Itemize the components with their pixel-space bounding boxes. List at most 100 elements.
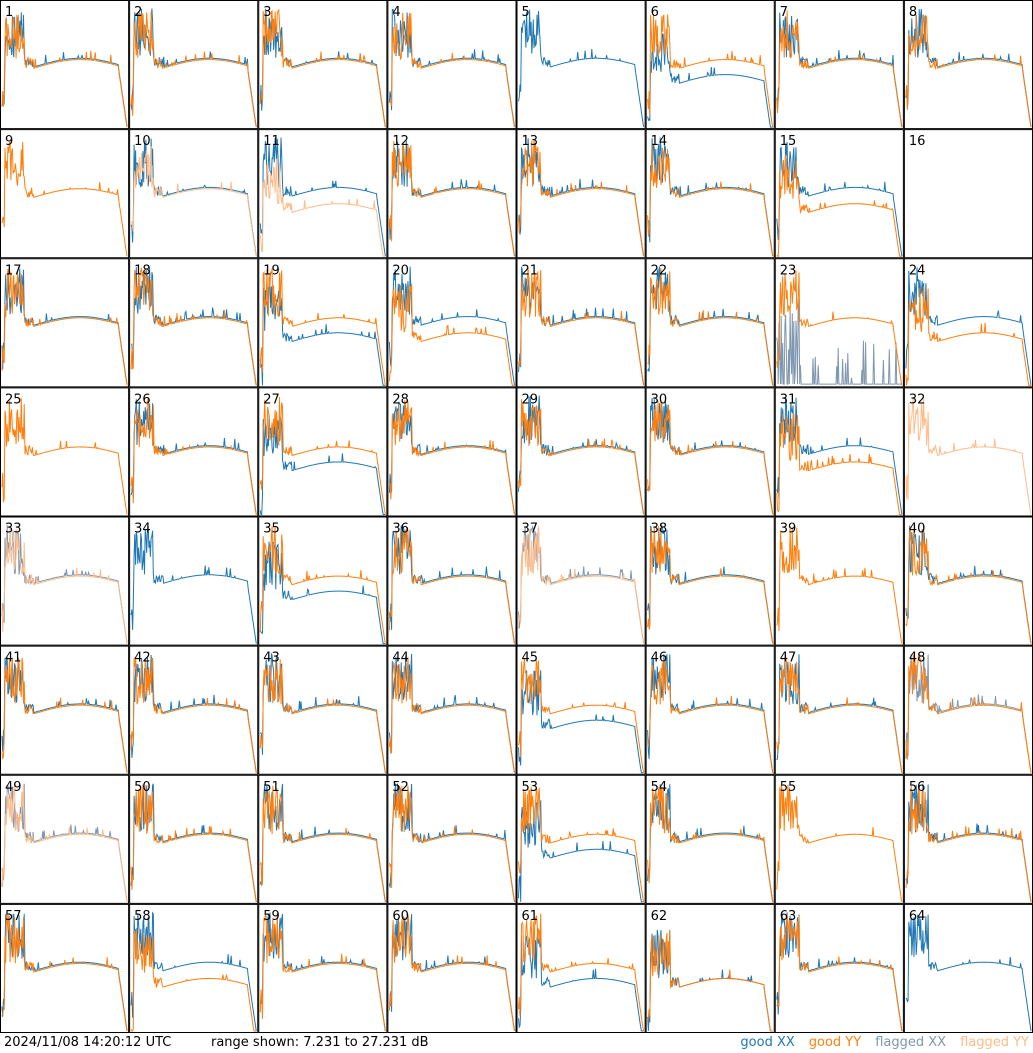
panel-frame bbox=[903, 645, 1033, 775]
panel-frame bbox=[387, 258, 517, 388]
panel-number: 13 bbox=[522, 134, 539, 149]
legend-good-xx: good XX bbox=[740, 1035, 795, 1050]
yy-series-line bbox=[1, 914, 128, 1032]
panel-33: 33 bbox=[0, 516, 130, 646]
panel-2: 2 bbox=[129, 0, 259, 130]
panel-number: 48 bbox=[909, 651, 926, 666]
panel-41: 41 bbox=[0, 645, 130, 775]
xx-series-line bbox=[518, 395, 645, 515]
panel-number: 20 bbox=[392, 263, 409, 278]
panel-frame bbox=[903, 258, 1033, 388]
panel-number: 14 bbox=[651, 134, 668, 149]
panel-12: 12 bbox=[387, 129, 517, 259]
panel-number: 64 bbox=[909, 909, 926, 924]
yy-series-line bbox=[1, 268, 128, 386]
panel-number: 26 bbox=[134, 392, 151, 407]
yy-series-line bbox=[388, 399, 515, 515]
panel-number: 33 bbox=[5, 522, 22, 537]
panel-number: 7 bbox=[780, 5, 788, 20]
panel-number: 60 bbox=[392, 909, 409, 924]
panel-37: 37 bbox=[516, 516, 646, 646]
panel-30: 30 bbox=[645, 387, 775, 517]
xx-series-line bbox=[388, 266, 515, 386]
xx-series-line bbox=[130, 526, 257, 644]
panel-number: 34 bbox=[134, 522, 151, 537]
panel-number: 42 bbox=[134, 651, 151, 666]
panel-47: 47 bbox=[774, 645, 904, 775]
xx-series-line bbox=[259, 137, 386, 257]
xx-series-line bbox=[388, 914, 515, 1032]
panel-number: 58 bbox=[134, 909, 151, 924]
yy-series-line bbox=[776, 527, 903, 644]
panel-number: 40 bbox=[909, 522, 926, 537]
xx-series-line bbox=[905, 653, 1032, 773]
xx-series-line bbox=[1, 525, 128, 644]
panel-frame bbox=[903, 774, 1033, 904]
legend-flagged-xx: flagged XX bbox=[875, 1035, 947, 1050]
panel-frame bbox=[387, 516, 517, 646]
panel-7: 7 bbox=[774, 0, 904, 130]
panel-frame bbox=[129, 903, 259, 1033]
panel-frame bbox=[387, 387, 517, 517]
footer: 2024/11/08 14:20:12 UTC range shown: 7.2… bbox=[0, 1033, 1033, 1053]
xx-series-line bbox=[647, 137, 774, 257]
panel-62: 62 bbox=[645, 903, 775, 1033]
yy-series-line bbox=[130, 267, 257, 386]
yy-series-line bbox=[647, 659, 774, 773]
panel-number: 53 bbox=[522, 780, 539, 795]
yy-series-line bbox=[518, 399, 645, 515]
yy-series-line bbox=[776, 914, 903, 1032]
panel-number: 30 bbox=[651, 392, 668, 407]
panel-number: 24 bbox=[909, 263, 926, 278]
yy-series-line bbox=[518, 657, 645, 773]
yy-series-line bbox=[518, 786, 645, 902]
panel-number: 61 bbox=[522, 909, 539, 924]
panel-number: 29 bbox=[522, 392, 539, 407]
xx-series-line bbox=[259, 8, 386, 128]
panel-number: 16 bbox=[909, 134, 926, 149]
panel-50: 50 bbox=[129, 774, 259, 904]
panel-5: 5 bbox=[516, 0, 646, 130]
timestamp: 2024/11/08 14:20:12 UTC bbox=[4, 1035, 172, 1050]
panel-19: 19 bbox=[258, 258, 388, 388]
panel-number: 12 bbox=[392, 134, 409, 149]
panel-27: 27 bbox=[258, 387, 388, 517]
panel-frame bbox=[258, 903, 388, 1033]
panel-frame bbox=[129, 387, 259, 517]
panel-56: 56 bbox=[903, 774, 1033, 904]
panel-frame bbox=[516, 0, 646, 130]
yy-series-line bbox=[259, 913, 386, 1032]
panel-number: 27 bbox=[263, 392, 280, 407]
panel-20: 20 bbox=[387, 258, 517, 388]
panel-26: 26 bbox=[129, 387, 259, 517]
yy-series-line bbox=[647, 144, 774, 257]
yy-series-line bbox=[647, 400, 774, 515]
panel-45: 45 bbox=[516, 645, 646, 775]
panel-24: 24 bbox=[903, 258, 1033, 388]
panel-22: 22 bbox=[645, 258, 775, 388]
panel-34: 34 bbox=[129, 516, 259, 646]
panel-number: 50 bbox=[134, 780, 151, 795]
panel-number: 19 bbox=[263, 263, 280, 278]
panel-60: 60 bbox=[387, 903, 517, 1033]
panel-64: 64 bbox=[903, 903, 1033, 1033]
xx-series-line bbox=[905, 914, 1032, 1032]
yy-series-line bbox=[905, 786, 1032, 902]
panel-52: 52 bbox=[387, 774, 517, 904]
panel-17: 17 bbox=[0, 258, 130, 388]
panel-number: 1 bbox=[5, 5, 13, 20]
yy-series-line bbox=[1, 14, 128, 128]
panel-40: 40 bbox=[903, 516, 1033, 646]
panel-18: 18 bbox=[129, 258, 259, 388]
panel-frame bbox=[774, 0, 904, 130]
panel-31: 31 bbox=[774, 387, 904, 517]
panel-frame bbox=[258, 0, 388, 130]
panel-14: 14 bbox=[645, 129, 775, 259]
panel-number: 15 bbox=[780, 134, 797, 149]
panel-16: 16 bbox=[903, 129, 1033, 259]
yy-series-line bbox=[130, 656, 257, 773]
panel-63: 63 bbox=[774, 903, 904, 1033]
yy-series-line bbox=[130, 146, 257, 257]
xx-series-line bbox=[259, 783, 386, 902]
panel-number: 5 bbox=[522, 5, 530, 20]
